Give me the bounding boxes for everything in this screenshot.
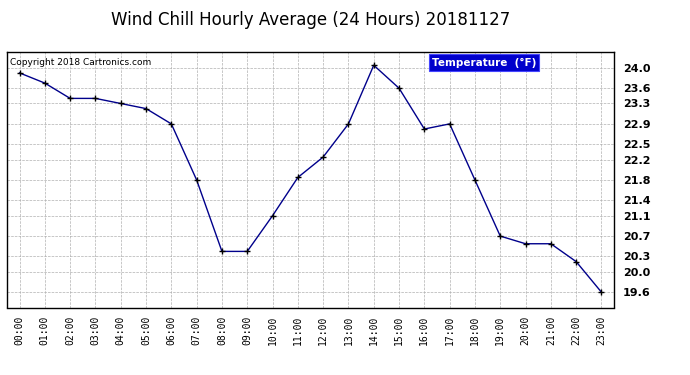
- Text: Temperature  (°F): Temperature (°F): [432, 58, 536, 68]
- Text: Copyright 2018 Cartronics.com: Copyright 2018 Cartronics.com: [10, 58, 151, 67]
- Text: Wind Chill Hourly Average (24 Hours) 20181127: Wind Chill Hourly Average (24 Hours) 201…: [111, 11, 510, 29]
